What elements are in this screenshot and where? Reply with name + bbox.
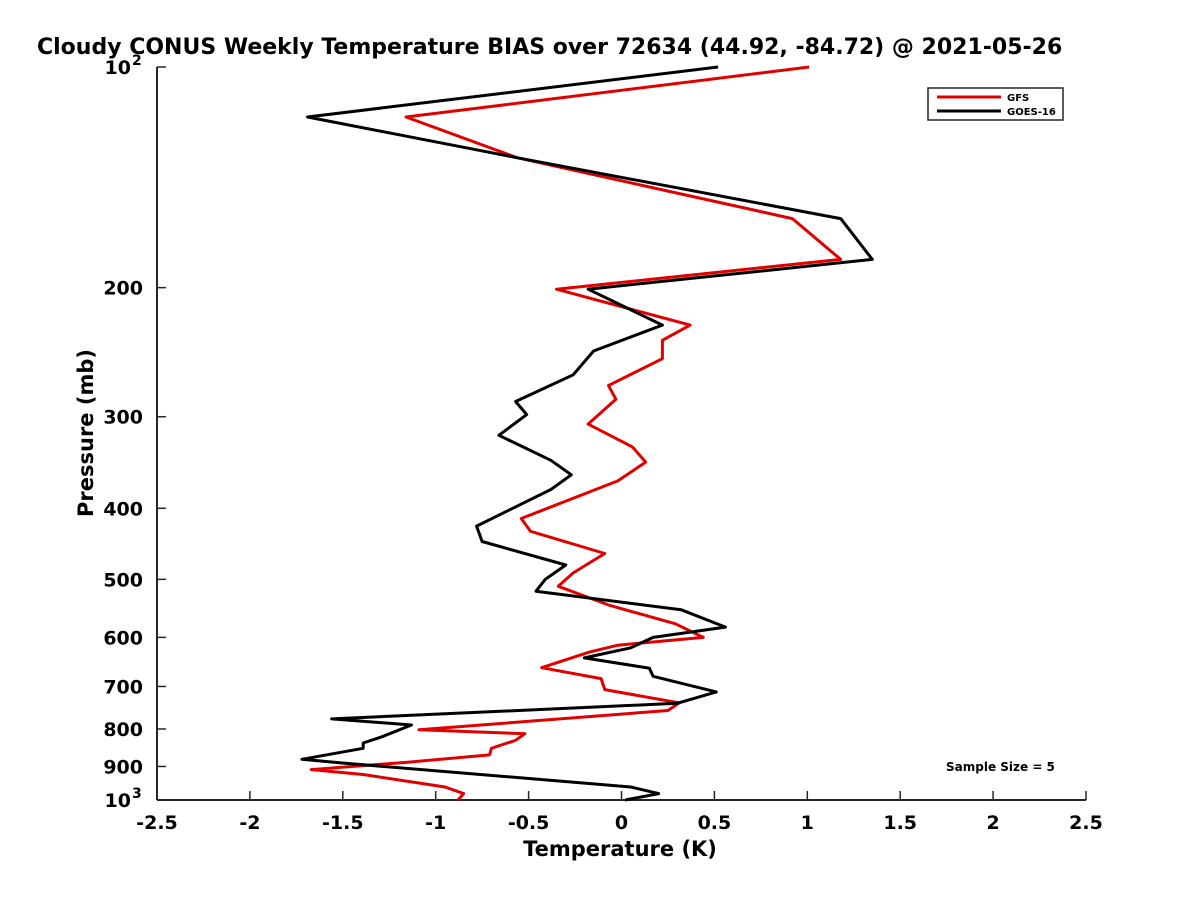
y-tick-label-base: 10	[105, 57, 131, 79]
y-tick-label-exponent: 3	[132, 786, 142, 802]
y-tick-label: 900	[103, 756, 143, 778]
legend: GFS GOES-16	[927, 87, 1064, 121]
series-line-gfs	[309, 65, 843, 801]
y-tick-label: 200	[103, 278, 143, 300]
y-tick-label-base: 10	[105, 790, 131, 812]
series-lines	[300, 65, 874, 802]
legend-box	[927, 87, 1064, 121]
plot-area: -2.5 -2 -1.5 -1 -0.5 0 0.5 1 1.5 2 2.5 10220030040…	[103, 53, 1103, 834]
legend-label-gfs: GFS	[1007, 93, 1029, 104]
x-tick-label: -1	[425, 812, 446, 834]
y-axis-label: Pressure (mb)	[74, 349, 98, 517]
x-tick-label: 1	[801, 812, 814, 834]
sample-size-annotation: Sample Size = 5	[946, 760, 1055, 774]
x-tick-label: -2	[239, 812, 260, 834]
y-tick-label: 400	[103, 498, 143, 520]
x-tick-label: -0.5	[508, 812, 550, 834]
y-tick-label-exponent: 2	[132, 53, 142, 69]
x-tick-label: 2	[986, 812, 999, 834]
x-tick-label: -2.5	[136, 812, 178, 834]
x-tick-label: -1.5	[322, 812, 364, 834]
y-tick-label: 300	[103, 407, 143, 429]
y-tick-label: 102	[105, 53, 142, 79]
x-tick-label: 2.5	[1069, 812, 1103, 834]
y-tick-label: 700	[103, 676, 143, 698]
y-tick-label: 600	[103, 627, 143, 649]
x-axis-ticks: -2.5 -2 -1.5 -1 -0.5 0 0.5 1 1.5 2 2.5	[136, 791, 1103, 834]
chart-title: Cloudy CONUS Weekly Temperature BIAS ove…	[37, 35, 1062, 60]
y-tick-label: 800	[103, 719, 143, 741]
series-line-goes-16	[300, 65, 874, 802]
y-tick-label: 103	[105, 786, 142, 812]
y-tick-label: 500	[103, 569, 143, 591]
x-axis-label: Temperature (K)	[523, 837, 717, 861]
legend-items: GFS GOES-16	[937, 93, 1056, 118]
x-tick-label: 1.5	[883, 812, 917, 834]
x-tick-label: 0.5	[698, 812, 732, 834]
legend-label-goes-16: GOES-16	[1007, 107, 1056, 118]
x-tick-label: 0	[615, 812, 628, 834]
